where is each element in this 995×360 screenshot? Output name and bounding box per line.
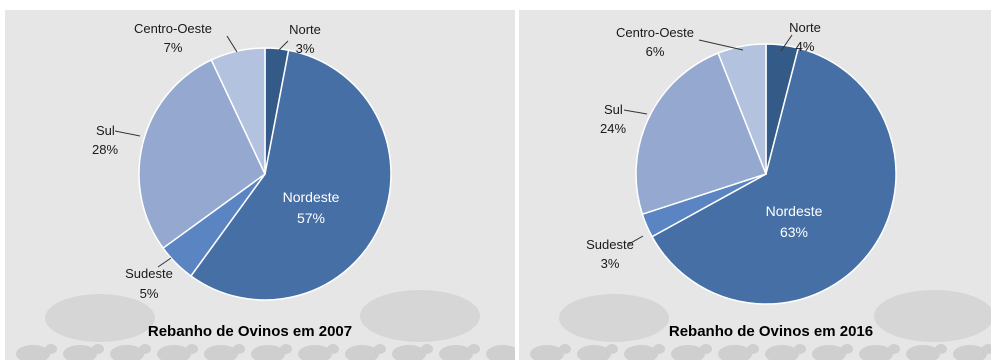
leader-line-sul	[623, 109, 648, 115]
pie-slice-centro-oeste	[717, 43, 767, 175]
chart-title: Rebanho de Ovinos em 2007	[148, 323, 352, 340]
chart-title: Rebanho de Ovinos em 2016	[669, 323, 873, 340]
slice-name-label-sul: Sul	[604, 102, 623, 117]
slice-value-label-norte: 3%	[296, 41, 315, 56]
slice-name-label-sudeste: Sudeste	[125, 266, 173, 281]
leader-line-centro-oeste	[226, 35, 238, 53]
pie-slices	[138, 47, 392, 301]
leader-line-sudeste	[157, 257, 172, 268]
sheep-decoration-icon	[530, 290, 991, 360]
leader-line-sul	[114, 130, 141, 137]
slice-name-label-nordeste: Nordeste	[766, 203, 823, 219]
slice-value-label-centro-oeste: 7%	[164, 40, 183, 55]
slice-name-label-nordeste: Nordeste	[283, 189, 340, 205]
slice-value-label-norte: 4%	[796, 39, 815, 54]
slice-value-label-sudeste: 3%	[601, 256, 620, 271]
pie-slice-nordeste	[189, 49, 392, 301]
chart-panel-2007: Norte 3% Nordeste 57% Sudeste 5% Sul 28% Centro-…	[5, 10, 515, 360]
pie-slice-sul	[138, 58, 266, 250]
chart-panel-2016: Norte 4% Nordeste 63% Sudeste 3% Sul 24% Centro-…	[519, 10, 991, 360]
pie-chart-2016: Norte 4% Nordeste 63% Sudeste 3% Sul 24% Centro-…	[530, 20, 991, 360]
slice-name-label-sul: Sul	[96, 123, 115, 138]
sheep-decoration-icon	[16, 290, 515, 360]
leader-line-norte	[278, 40, 289, 51]
slice-value-label-nordeste: 57%	[297, 210, 325, 226]
slice-value-label-centro-oeste: 6%	[646, 44, 665, 59]
slice-name-label-centro-oeste: Centro-Oeste	[616, 25, 694, 40]
pie-chart-2007: Norte 3% Nordeste 57% Sudeste 5% Sul 28% Centro-…	[16, 21, 515, 360]
leader-line-centro-oeste	[698, 39, 744, 51]
slice-value-label-sul: 24%	[600, 121, 626, 136]
slice-name-label-centro-oeste: Centro-Oeste	[134, 21, 212, 36]
leader-line-norte	[780, 34, 793, 52]
pie-slice-nordeste	[651, 47, 897, 305]
slice-value-label-sudeste: 5%	[140, 286, 159, 301]
slice-name-label-sudeste: Sudeste	[586, 237, 634, 252]
slice-value-label-sul: 28%	[92, 142, 118, 157]
pie-slices	[635, 43, 897, 305]
slice-name-label-norte: Norte	[289, 22, 321, 37]
pie-slice-centro-oeste	[210, 47, 266, 175]
leader-line-sudeste	[628, 235, 644, 245]
slice-name-label-norte: Norte	[789, 20, 821, 35]
slice-value-label-nordeste: 63%	[780, 224, 808, 240]
